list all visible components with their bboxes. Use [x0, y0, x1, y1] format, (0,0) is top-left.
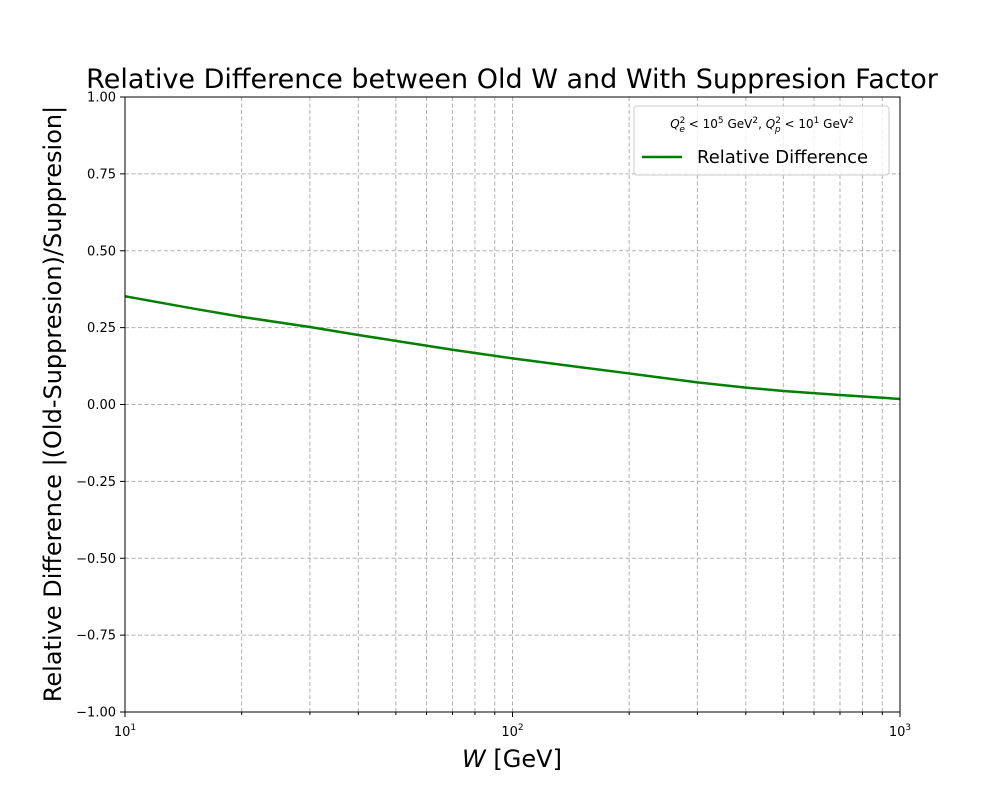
- x-axis-unit: [GeV]: [493, 745, 562, 773]
- y-tick-label: 0.25: [87, 321, 116, 336]
- x-axis-label: W [GeV]: [462, 745, 562, 773]
- grid-lines: [125, 97, 900, 712]
- y-tick-label: 0.50: [87, 244, 116, 259]
- chart-title: Relative Difference between Old W and Wi…: [86, 64, 939, 95]
- y-tick-label: 0.00: [87, 398, 116, 413]
- x-tick-label: 103: [889, 723, 911, 740]
- legend: Q2 e < 105 GeV2, Q2 p < 101 GeV2 Relative …: [633, 105, 890, 176]
- axis-ticks: 101 102 103 −1.00 −0.75 −0.50 −0.25 0.00 0.25 0.5…: [76, 91, 911, 741]
- x-tick-label: 101: [114, 723, 136, 740]
- series-line-relative-difference: [124, 295, 901, 401]
- y-tick-label: 1.00: [87, 91, 116, 106]
- y-tick-label: −1.00: [76, 706, 116, 721]
- legend-title: Q2 e < 105 GeV2, Q2 p < 101 GeV2: [670, 116, 854, 135]
- legend-label-relative-difference: Relative Difference: [697, 147, 868, 168]
- y-tick-label: −0.25: [76, 475, 116, 490]
- x-axis-symbol: W: [462, 745, 487, 773]
- legend-box: [633, 105, 890, 176]
- y-axis-label: Relative Difference |(Old-Suppresion)/Su…: [39, 106, 67, 702]
- y-tick-label: −0.50: [76, 552, 116, 567]
- y-tick-label: −0.75: [76, 629, 116, 644]
- y-tick-label: 0.75: [87, 167, 116, 182]
- x-tick-label: 102: [501, 723, 523, 740]
- series-layer: [124, 295, 901, 401]
